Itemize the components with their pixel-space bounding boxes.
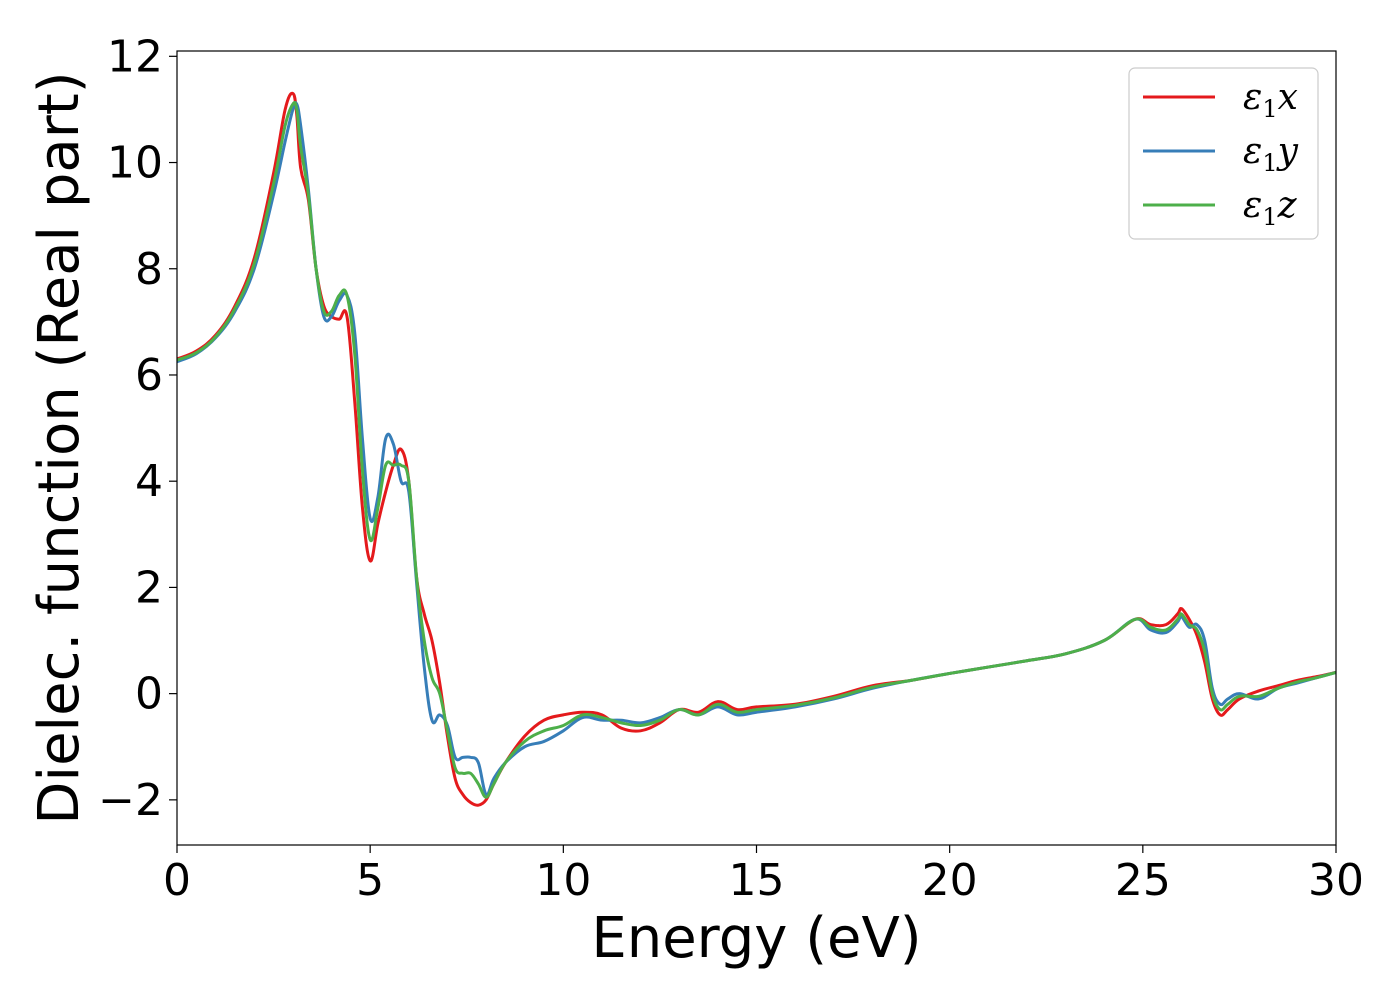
legend-label-z: ε1z (1243, 185, 1298, 231)
y-axis: −2 0 2 4 6 8 10 12 (98, 31, 177, 826)
y-axis-label: Dielec. function (Real part) (27, 71, 92, 824)
x-axis: 0 5 10 15 20 25 30 (163, 845, 1364, 906)
y-tick-label: 4 (135, 456, 163, 507)
x-tick-label: 0 (163, 855, 191, 906)
legend-box (1128, 67, 1319, 240)
y-tick-label: 8 (135, 244, 163, 295)
legend: ε1x ε1y ε1z (1128, 67, 1319, 240)
x-tick-label: 30 (1308, 855, 1364, 906)
x-axis-label: Energy (eV) (591, 906, 921, 971)
y-tick-label: 6 (135, 350, 163, 401)
x-tick-label: 20 (922, 855, 978, 906)
y-tick-label: 2 (135, 562, 163, 613)
x-tick-label: 10 (535, 855, 591, 906)
series-line-x (177, 91, 1336, 807)
y-tick-label: 0 (135, 669, 163, 720)
legend-label-y: ε1y (1243, 131, 1299, 177)
x-tick-label: 15 (729, 855, 785, 906)
legend-label-x: ε1x (1243, 77, 1298, 123)
y-tick-label: −2 (98, 775, 163, 826)
x-tick-label: 5 (356, 855, 384, 906)
series-line-z (177, 101, 1336, 799)
y-tick-label: 12 (107, 31, 163, 82)
y-tick-label: 10 (107, 138, 163, 189)
x-tick-label: 25 (1115, 855, 1171, 906)
series-group (177, 91, 1336, 807)
